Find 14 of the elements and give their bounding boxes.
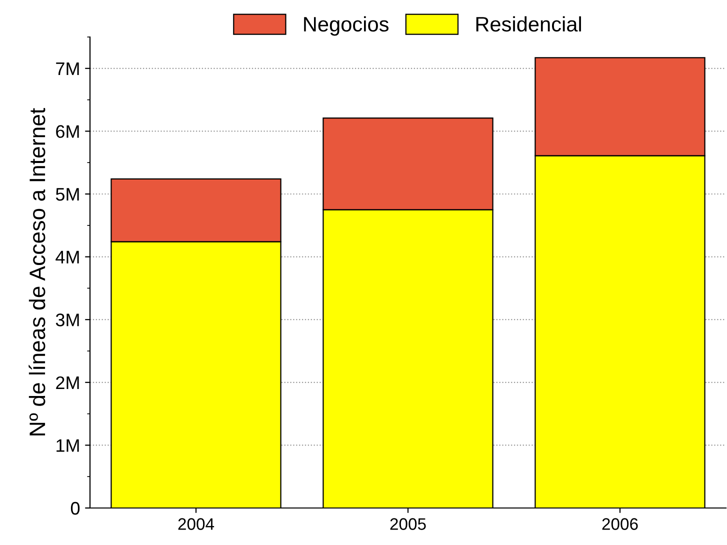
y-axis-title: Nº de líneas de Acceso a Internet: [28, 108, 46, 436]
x-tick-label: 2004: [178, 518, 214, 530]
x-tick-label: 2006: [602, 518, 638, 530]
legend-label: Negocios: [304, 16, 388, 36]
y-tick-label: 3M: [56, 314, 79, 326]
y-tick-label: 2M: [56, 376, 79, 389]
y-tick-label: 4M: [56, 250, 79, 264]
x-tick-label: 2005: [390, 518, 426, 530]
y-tick-label: 0: [70, 502, 80, 515]
y-tick-label: 5M: [56, 188, 79, 201]
y-tick-label: 6M: [56, 125, 79, 138]
legend-label: Residencial: [476, 16, 581, 32]
y-tick-label: 7M: [56, 62, 79, 75]
y-tick-label: 1M: [56, 439, 79, 452]
